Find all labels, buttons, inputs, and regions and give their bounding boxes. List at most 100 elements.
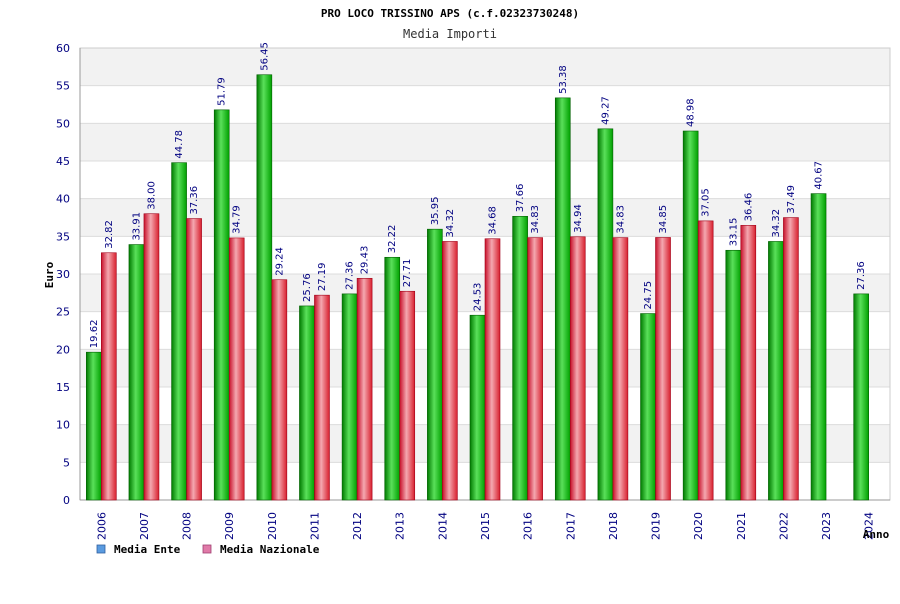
bar-media-ente [597, 128, 614, 501]
y-tick-label: 0 [63, 494, 70, 507]
value-label: 27.71 [402, 259, 413, 288]
legend-label-media-nazionale: Media Nazionale [220, 543, 320, 556]
value-label: 34.85 [658, 205, 669, 234]
y-tick-label: 30 [56, 268, 70, 281]
bar-media-nazionale [228, 237, 245, 501]
y-tick-label: 55 [56, 80, 70, 93]
y-axis-label: Euro [43, 261, 56, 288]
value-label: 44.78 [174, 130, 185, 159]
bar-media-nazionale [271, 279, 288, 501]
bar-media-nazionale [569, 236, 586, 501]
bar-media-ente [810, 193, 827, 501]
bar-media-ente [682, 130, 699, 501]
bar-media-nazionale [697, 220, 714, 501]
legend-swatch-media-nazionale [202, 544, 212, 554]
bar-media-nazionale [399, 290, 416, 501]
x-tick-label: 2013 [394, 512, 407, 540]
bar-media-nazionale [612, 237, 629, 501]
value-label: 34.32 [771, 209, 782, 238]
x-tick-label: 2011 [308, 512, 321, 540]
x-tick-label: 2021 [735, 512, 748, 540]
value-label: 34.68 [488, 206, 499, 235]
x-tick-label: 2020 [692, 512, 705, 540]
x-tick-label: 2015 [479, 512, 492, 540]
bar-media-nazionale [527, 237, 543, 501]
y-tick-label: 15 [56, 381, 70, 394]
bar-media-ente [171, 162, 187, 501]
y-tick-label: 45 [56, 155, 70, 168]
value-label: 27.36 [345, 261, 356, 290]
value-label: 34.94 [573, 204, 584, 233]
value-label: 34.83 [615, 205, 626, 234]
x-tick-label: 2014 [436, 512, 449, 540]
value-label: 37.49 [786, 185, 797, 214]
value-label: 40.67 [814, 161, 825, 190]
value-label: 33.91 [131, 212, 142, 241]
value-label: 24.53 [473, 283, 484, 312]
x-tick-label: 2023 [820, 512, 833, 540]
y-tick-label: 25 [56, 306, 70, 319]
bar-media-ente [640, 313, 656, 501]
x-tick-label: 2016 [522, 512, 535, 540]
value-label: 19.62 [89, 320, 100, 349]
value-label: 53.38 [558, 65, 569, 94]
bar-media-nazionale [655, 237, 671, 501]
bar-media-ente [853, 293, 869, 501]
y-tick-label: 5 [63, 456, 70, 469]
bar-media-nazionale [442, 241, 458, 501]
bar-media-nazionale [356, 277, 373, 501]
legend-swatch-media-ente [96, 544, 106, 554]
x-axis-label: Anno [863, 528, 890, 541]
y-tick-label: 35 [56, 230, 70, 243]
bar-media-ente [213, 109, 230, 501]
value-label: 56.45 [259, 42, 270, 71]
value-label: 51.79 [217, 77, 228, 106]
legend-label-media-ente: Media Ente [114, 543, 181, 556]
x-tick-label: 2008 [181, 512, 194, 540]
value-label: 37.36 [189, 186, 200, 215]
x-tick-label: 2024 [863, 512, 876, 540]
bar-media-nazionale [143, 213, 160, 501]
bar-media-ente [256, 74, 273, 501]
value-label: 48.98 [686, 98, 697, 127]
value-label: 35.95 [430, 197, 441, 226]
x-tick-label: 2022 [777, 512, 790, 540]
plot-band [80, 161, 890, 199]
bar-media-ente [299, 305, 315, 501]
value-label: 29.43 [360, 246, 371, 275]
value-label: 37.05 [701, 188, 712, 217]
y-tick-label: 40 [56, 193, 70, 206]
chart-title: PRO LOCO TRISSINO APS (c.f.02323730248) [321, 7, 579, 20]
x-tick-label: 2018 [607, 512, 620, 540]
bar-media-ente [86, 351, 102, 501]
value-label: 27.19 [317, 263, 328, 292]
value-label: 49.27 [600, 96, 611, 125]
bar-media-nazionale [740, 225, 757, 501]
bar-media-ente [512, 215, 528, 501]
bar-media-ente [384, 256, 401, 501]
value-label: 36.46 [743, 193, 754, 222]
value-label: 29.24 [274, 247, 285, 276]
x-tick-label: 2007 [138, 512, 151, 540]
x-tick-label: 2017 [564, 512, 577, 540]
chart-subtitle: Media Importi [403, 27, 497, 41]
y-tick-label: 10 [56, 419, 70, 432]
bar-media-ente [725, 249, 742, 501]
x-tick-label: 2012 [351, 512, 364, 540]
plot-band [80, 123, 890, 161]
bar-media-ente [469, 314, 486, 501]
x-tick-label: 2010 [266, 512, 279, 540]
bar-media-nazionale [314, 294, 330, 501]
value-label: 27.36 [856, 261, 867, 290]
y-tick-label: 20 [56, 343, 70, 356]
bar-media-nazionale [101, 252, 117, 501]
y-tick-label: 60 [56, 42, 70, 55]
y-axis-ticks: 0 5 10 15 20 25 30 35 40 45 50 55 60 [56, 42, 70, 507]
value-label: 25.76 [302, 273, 313, 302]
bars [86, 74, 869, 501]
value-label: 32.82 [104, 220, 115, 249]
value-label: 33.15 [728, 218, 739, 247]
value-label: 34.79 [232, 205, 243, 234]
x-tick-label: 2019 [650, 512, 663, 540]
